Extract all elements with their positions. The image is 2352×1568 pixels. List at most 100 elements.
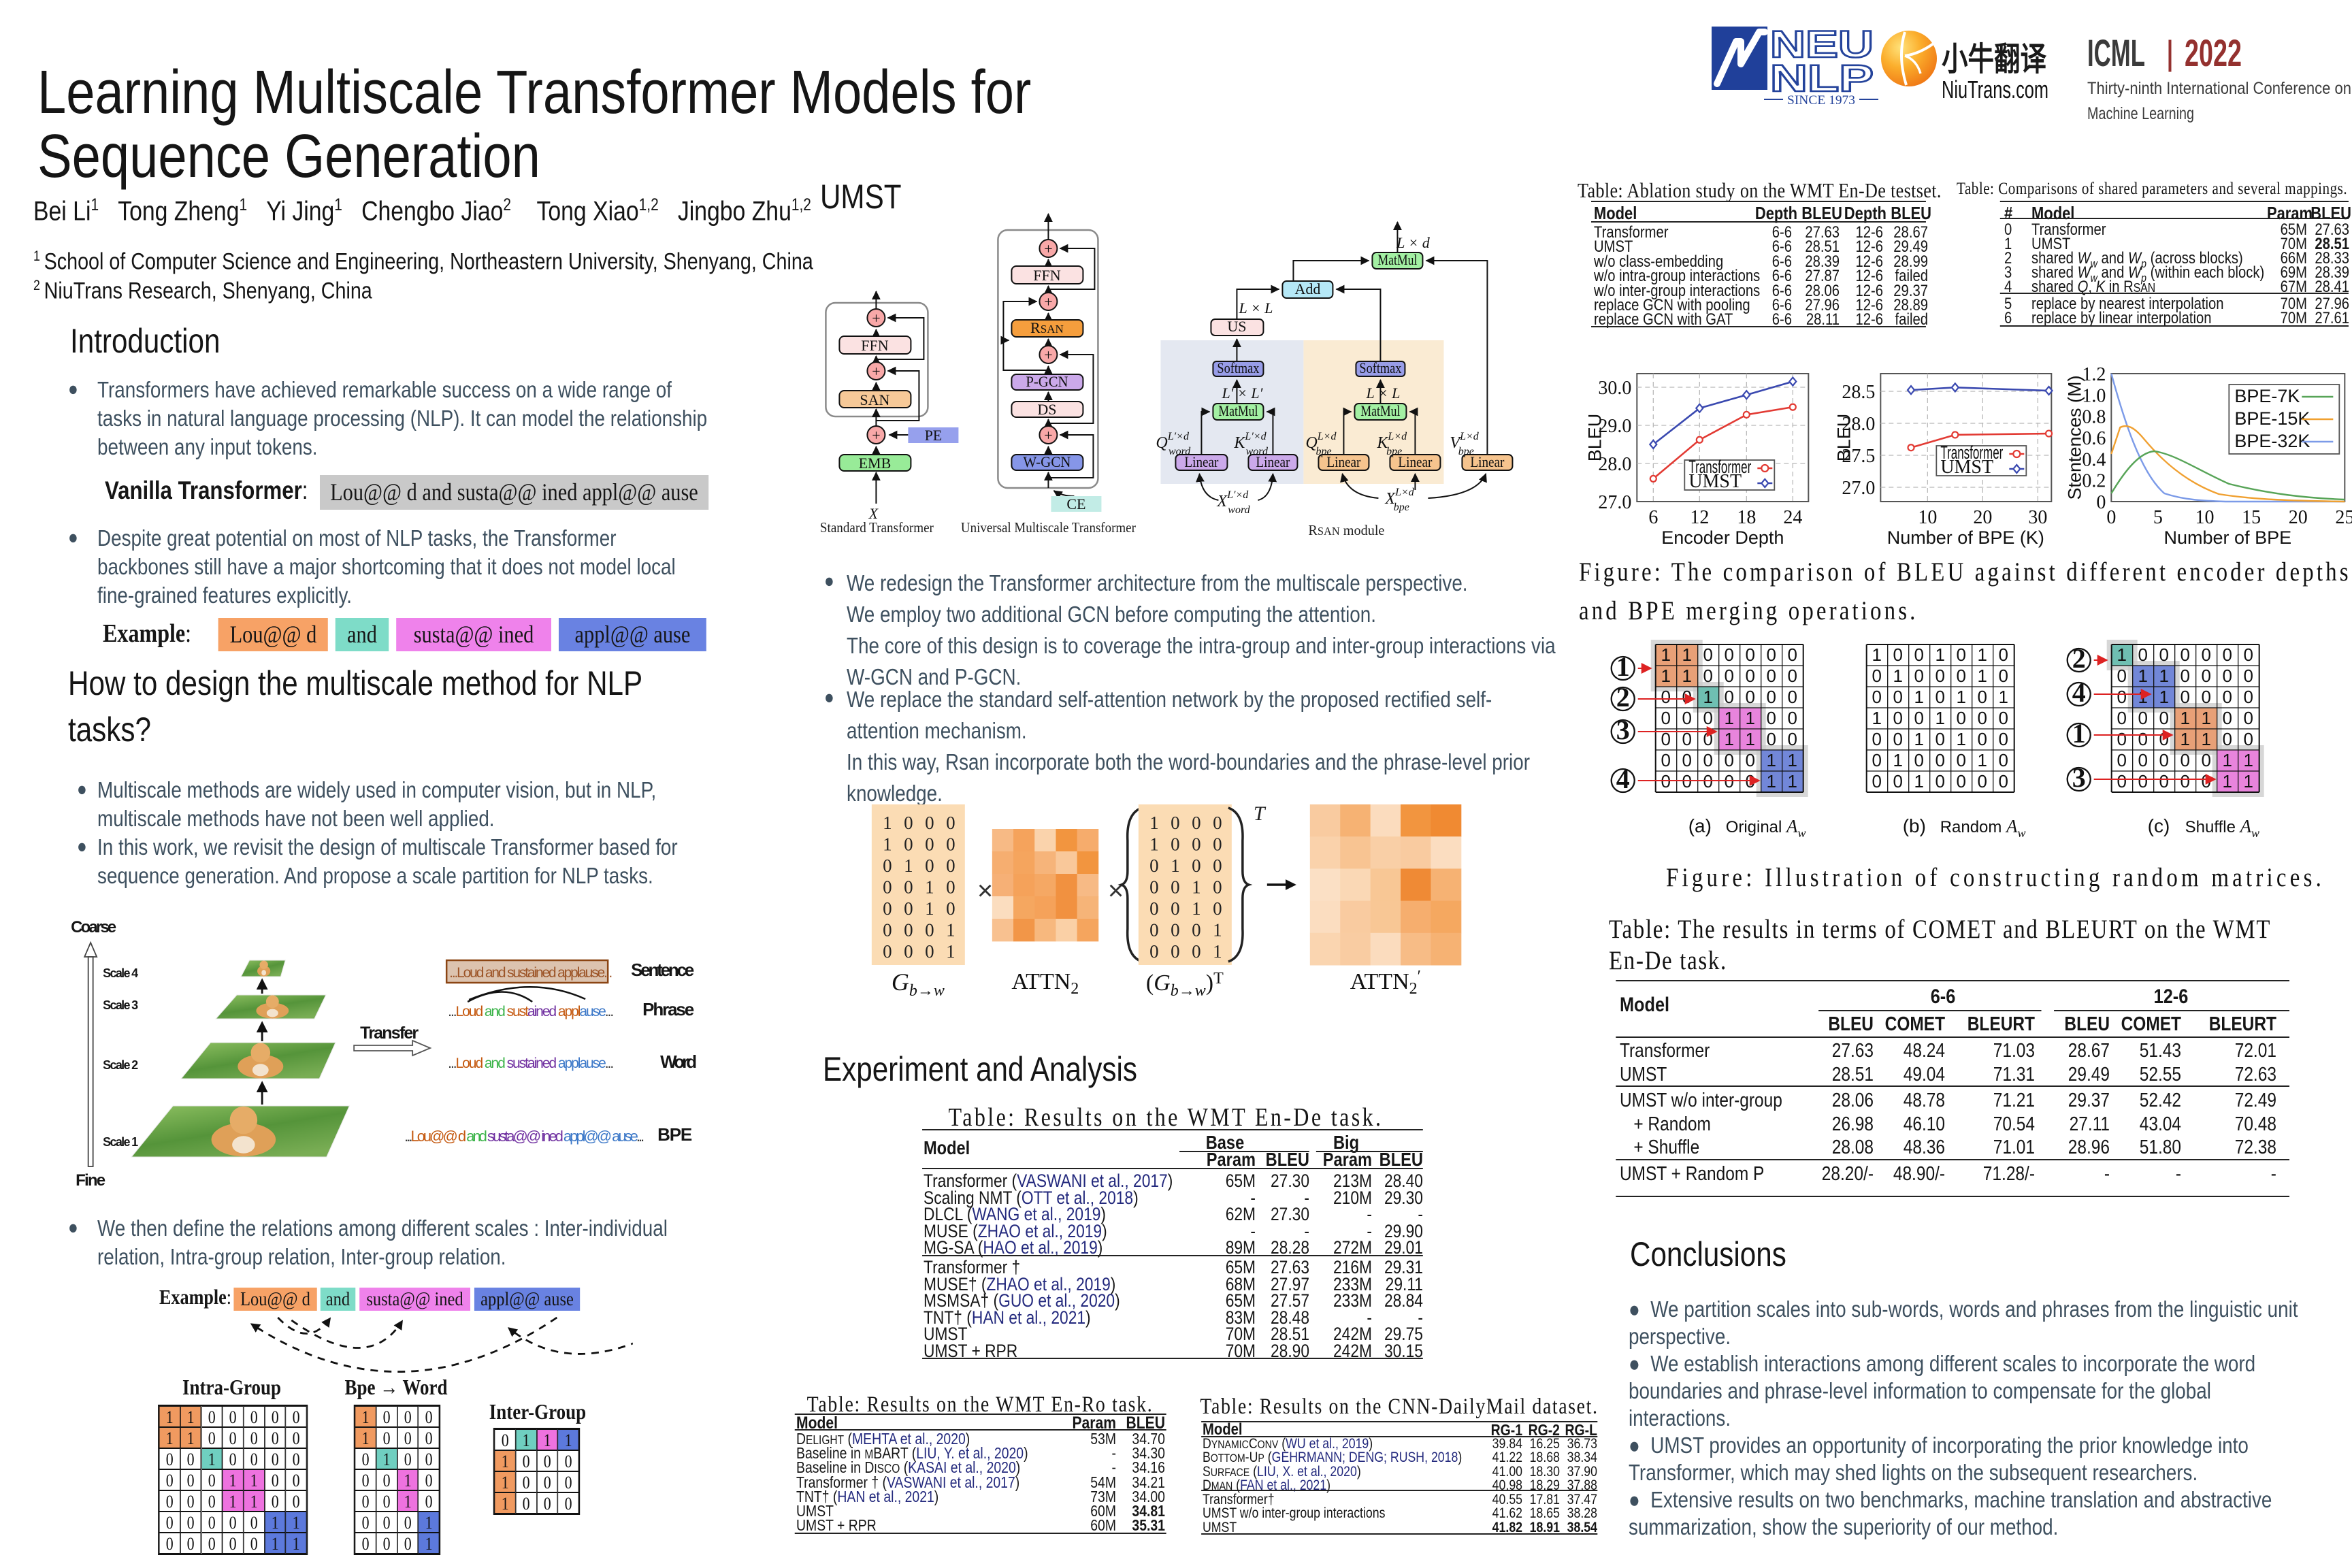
svg-text:1: 1	[1682, 666, 1692, 686]
svg-text:0: 0	[2138, 644, 2148, 665]
svg-text:0: 0	[1661, 687, 1671, 707]
svg-text:0: 0	[904, 834, 913, 854]
svg-text:Linear: Linear	[1256, 453, 1290, 470]
svg-text:1: 1	[1978, 666, 1987, 686]
svg-text:1: 1	[1703, 687, 1713, 707]
svg-text:P-GCN: P-GCN	[1026, 373, 1068, 390]
svg-text:0: 0	[1725, 750, 1734, 770]
svg-text:0: 0	[1957, 666, 1966, 686]
svg-text:0: 0	[2244, 687, 2253, 707]
svg-text:Thirty-ninth International Con: Thirty-ninth International Conference on	[2087, 79, 2351, 98]
svg-text:20: 20	[1973, 507, 1992, 528]
svg-text:ATTN2: ATTN2	[1012, 969, 1079, 998]
svg-text:1: 1	[1661, 666, 1671, 686]
svg-text:0: 0	[1767, 687, 1776, 707]
svg-text:0: 0	[2117, 750, 2127, 770]
svg-text:0: 0	[2202, 750, 2211, 770]
svg-text:(a): (a)	[1688, 815, 1712, 836]
svg-text:1: 1	[2244, 750, 2253, 770]
svg-text:0: 0	[946, 855, 955, 876]
svg-text:0: 0	[2244, 729, 2253, 749]
svg-text:1: 1	[1978, 750, 1987, 770]
svg-text:SAN: SAN	[860, 391, 889, 408]
svg-text:0: 0	[1746, 750, 1755, 770]
svg-text:30: 30	[2028, 507, 2047, 528]
svg-text:+: +	[1044, 346, 1052, 363]
svg-text:0: 0	[1978, 708, 1987, 728]
svg-text:0: 0	[2202, 666, 2211, 686]
svg-text:Coarse: Coarse	[71, 918, 116, 936]
svg-text:0: 0	[1213, 834, 1222, 854]
svg-text:0: 0	[1999, 771, 2008, 791]
svg-text:0: 0	[1149, 919, 1158, 940]
svg-text:1: 1	[1149, 813, 1158, 833]
svg-text:1: 1	[1978, 644, 1987, 665]
svg-text:3: 3	[1616, 715, 1630, 745]
svg-text:1: 1	[1725, 708, 1734, 728]
svg-text:0: 0	[1171, 813, 1179, 833]
svg-text:0: 0	[1936, 687, 1945, 707]
svg-text:Universal Multiscale Transform: Universal Multiscale Transformer	[960, 519, 1135, 536]
svg-text:1: 1	[1914, 771, 1924, 791]
svg-text:RSAN: RSAN	[1030, 319, 1064, 336]
svg-text:0: 0	[2244, 644, 2253, 665]
svg-text:0: 0	[1767, 644, 1776, 665]
svg-text:SINCE 1973: SINCE 1973	[1787, 93, 1855, 108]
svg-text:...Lou@@ d and susta@@ ined ap: ...Lou@@ d and susta@@ ined appl@@ ause.…	[404, 1128, 644, 1145]
svg-text:0: 0	[1682, 729, 1692, 749]
svg-text:0: 0	[2117, 771, 2127, 791]
svg-text:1: 1	[883, 834, 892, 854]
svg-text:27.0: 27.0	[1842, 478, 1875, 499]
svg-text:0: 0	[2159, 644, 2169, 665]
svg-text:20: 20	[2288, 507, 2307, 528]
svg-text:0: 0	[2138, 729, 2148, 749]
svg-text:T: T	[1254, 802, 1267, 825]
svg-text:0: 0	[1957, 771, 1966, 791]
svg-text:10: 10	[2195, 507, 2214, 528]
svg-text:BLEU: BLEU	[1584, 414, 1605, 462]
svg-text:0: 0	[1978, 771, 1987, 791]
svg-text:PE: PE	[924, 427, 942, 444]
svg-text:1: 1	[1914, 687, 1924, 707]
svg-text:0: 0	[946, 834, 955, 854]
svg-text:Scale 4: Scale 4	[103, 966, 138, 980]
svg-text:CE: CE	[1066, 495, 1085, 512]
svg-text:0: 0	[925, 834, 934, 854]
svg-text:0: 0	[1149, 877, 1158, 897]
svg-text:MatMul: MatMul	[1218, 402, 1258, 419]
svg-text:0: 0	[883, 898, 892, 919]
svg-text:1: 1	[1192, 898, 1201, 919]
svg-text:1: 1	[1682, 644, 1692, 665]
svg-text:0: 0	[1936, 750, 1945, 770]
svg-text:0: 0	[1957, 644, 1966, 665]
svg-text:2022: 2022	[2185, 31, 2242, 74]
svg-text:0: 0	[2117, 687, 2127, 707]
svg-text:Word: Word	[660, 1051, 697, 1072]
svg-text:0: 0	[2117, 666, 2127, 686]
svg-text:EMB: EMB	[858, 455, 891, 472]
svg-text:0: 0	[1978, 729, 1987, 749]
svg-text:1: 1	[2117, 644, 2127, 665]
svg-text:1: 1	[1957, 687, 1966, 707]
svg-text:0: 0	[2159, 750, 2169, 770]
svg-text:0: 0	[946, 877, 955, 897]
svg-text:0: 0	[946, 898, 955, 919]
svg-text:0: 0	[925, 855, 934, 876]
svg-text:0: 0	[2096, 492, 2106, 513]
svg-text:DS: DS	[1037, 401, 1056, 418]
svg-text:28.0: 28.0	[1598, 454, 1631, 475]
svg-text:Linear: Linear	[1184, 453, 1219, 470]
svg-text:15: 15	[2242, 507, 2261, 528]
svg-text:BLEU: BLEU	[1833, 414, 1854, 462]
svg-text:...Loud and sustained applause: ...Loud and sustained applause...	[448, 1056, 614, 1071]
svg-text:12: 12	[1690, 507, 1709, 528]
svg-text:1: 1	[1192, 877, 1201, 897]
svg-text:0: 0	[1192, 919, 1201, 940]
svg-text:Sentence: Sentence	[631, 960, 694, 980]
svg-text:0: 0	[1171, 941, 1179, 962]
svg-text:BPE-32K: BPE-32K	[2234, 431, 2310, 451]
svg-text:0: 0	[2159, 708, 2169, 728]
svg-text:0: 0	[1746, 687, 1755, 707]
svg-text:1: 1	[946, 919, 955, 940]
